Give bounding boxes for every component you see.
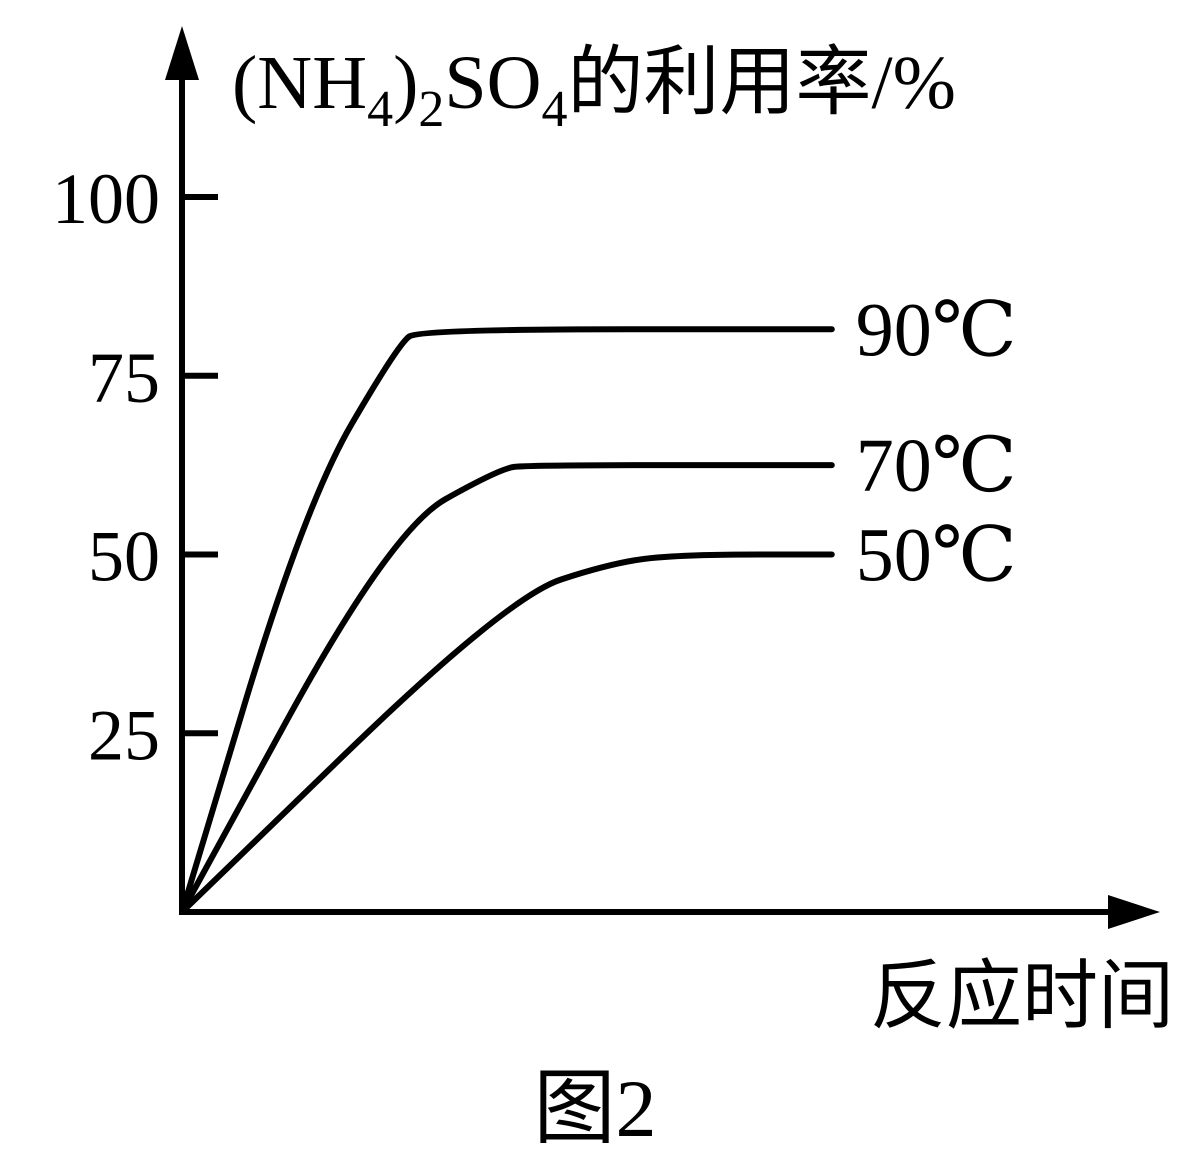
series-curves (179, 326, 835, 915)
y-tick-label: 75 (88, 338, 160, 418)
figure-caption: 图2 (533, 1063, 656, 1154)
series-line (179, 326, 835, 915)
y-tick-label: 100 (52, 159, 160, 239)
x-axis-arrow (1108, 895, 1160, 929)
x-axis-title: 反应时间 (870, 955, 1174, 1039)
series-label: 90℃ (856, 288, 1017, 372)
series-line (179, 551, 835, 915)
series-labels: 90℃ 70℃50℃ (856, 288, 1017, 597)
y-axis-arrow (165, 26, 199, 80)
series-line (179, 462, 835, 915)
y-axis-title: (NH4)2SO4的利用率/% (232, 41, 956, 138)
y-tick-label: 25 (88, 695, 160, 775)
series-label: 70℃ (856, 424, 1017, 508)
y-ticks: 25 50 75 100 (52, 159, 218, 775)
series-label: 50℃ (856, 514, 1017, 598)
y-tick-label: 50 (88, 517, 160, 597)
